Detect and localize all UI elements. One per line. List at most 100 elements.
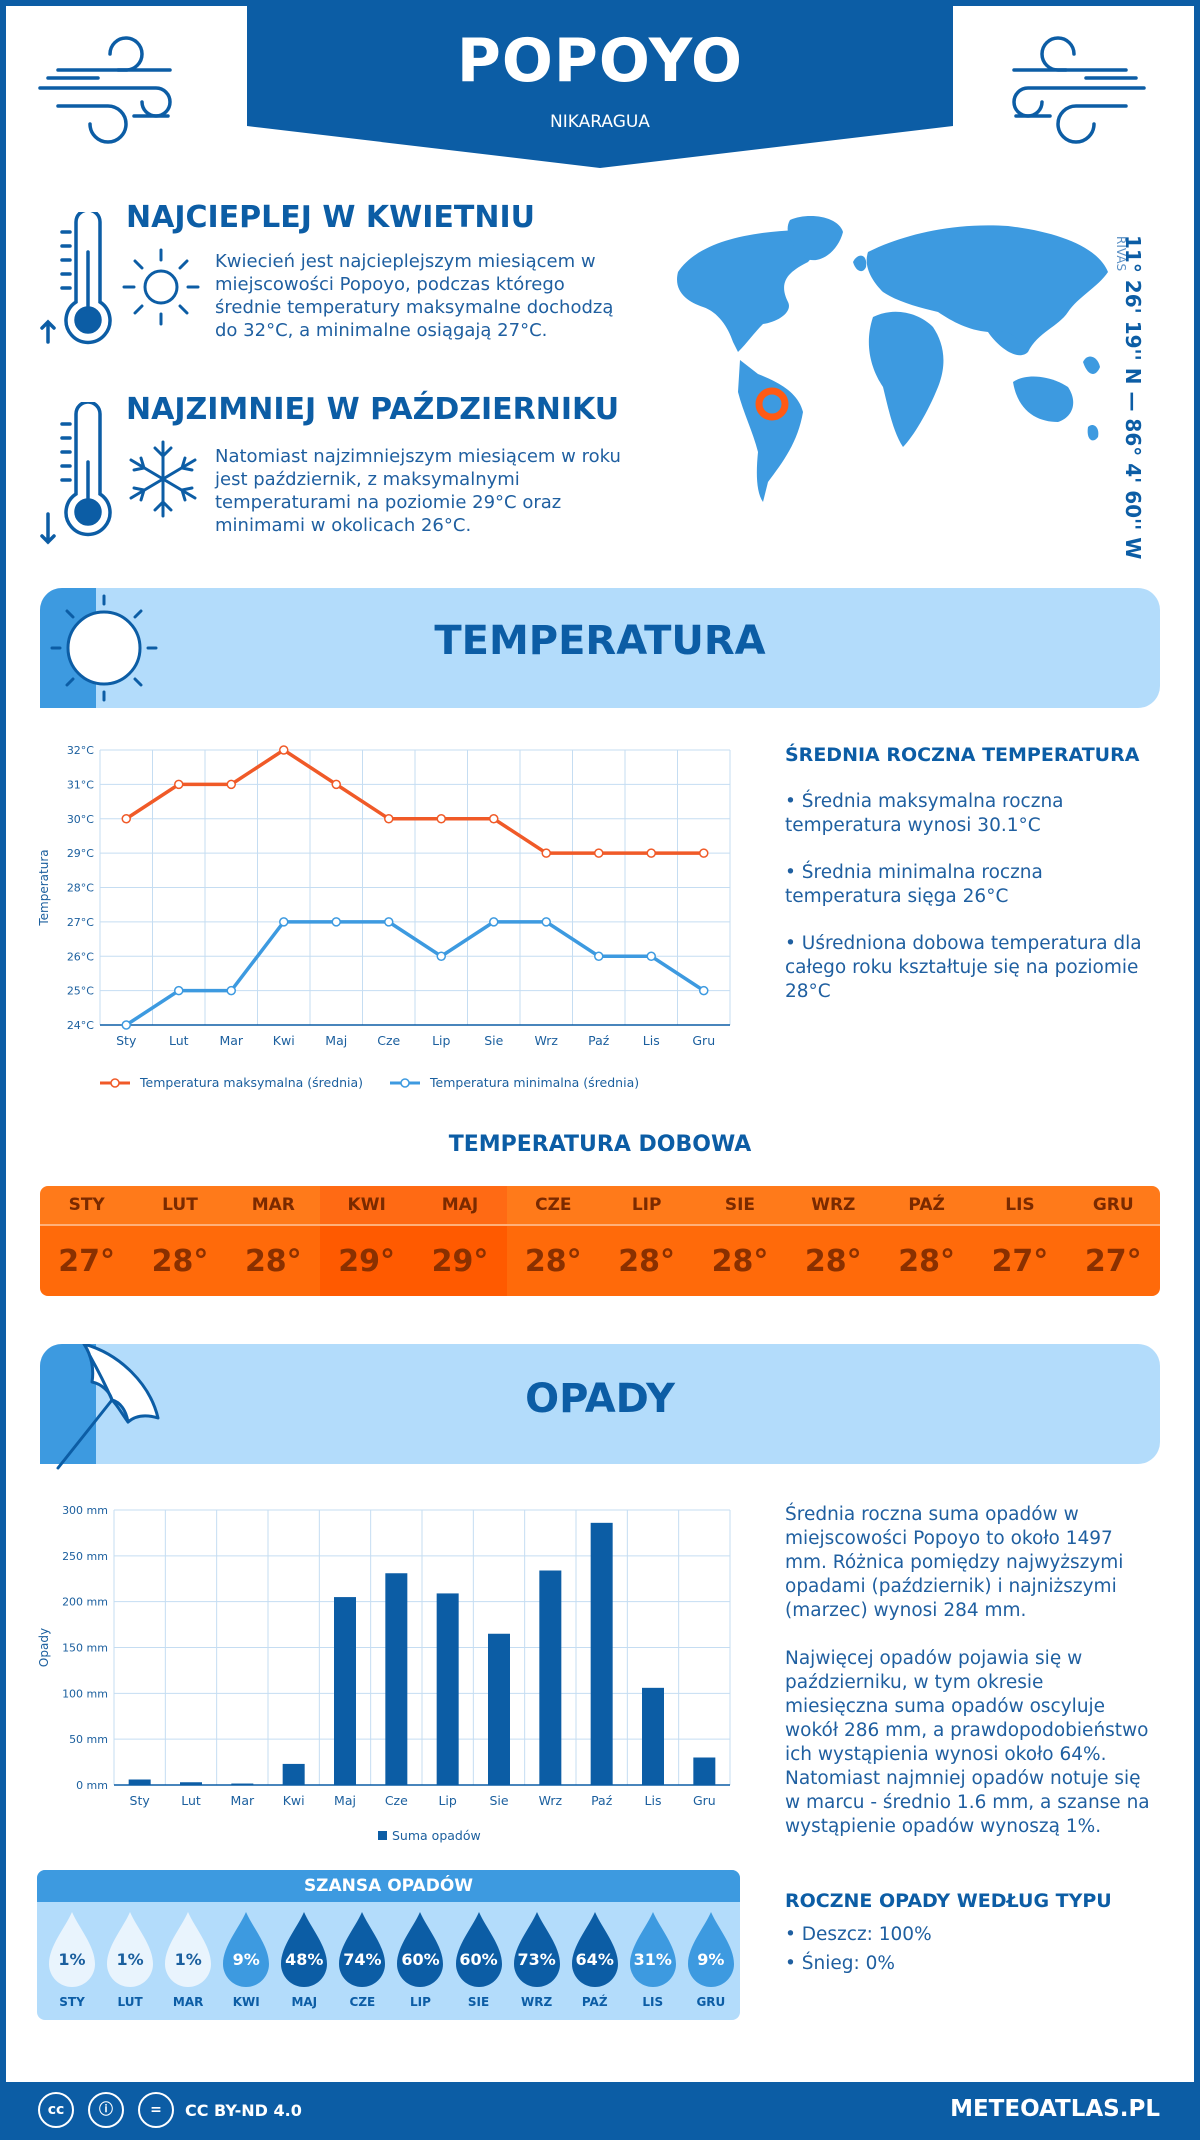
daily-temp-cell: MAJ 29° (413, 1186, 507, 1296)
x-tick-label: Sie (484, 1033, 503, 1048)
data-point (279, 917, 289, 927)
precip-summary: Średnia roczna suma opadów w miejscowośc… (785, 1504, 1124, 1621)
daily-temp-value: 27° (1066, 1226, 1160, 1296)
data-point (436, 814, 446, 824)
legend-label: Temperatura minimalna (średnia) (429, 1075, 639, 1090)
precip-chance-drop: 31% LIS (624, 1902, 682, 2020)
legend-marker (400, 1078, 410, 1088)
x-tick-label: Mar (219, 1033, 243, 1048)
precip-chance-drop: 60% LIP (391, 1902, 449, 2020)
snowflake-icon (129, 440, 197, 518)
precip-chance-month: WRZ (521, 1995, 553, 2009)
bar (642, 1687, 664, 1785)
x-tick-label: Gru (692, 1033, 715, 1048)
daily-temp-month: STY (40, 1186, 134, 1226)
precip-chance-month: LIS (642, 1995, 664, 2009)
daily-temp-month: WRZ (786, 1186, 880, 1226)
y-tick-label: 250 mm (62, 1550, 108, 1563)
data-point (226, 779, 236, 790)
x-tick-label: Sty (116, 1033, 137, 1048)
y-tick-label: 150 mm (62, 1642, 108, 1655)
y-tick-label: 200 mm (62, 1596, 108, 1609)
annual-temp-max: • Średnia maksymalna roczna temperatura … (785, 791, 1064, 836)
daily-temp-title: TEMPERATURA DOBOWA (448, 1132, 752, 1157)
data-point (331, 917, 341, 927)
precip-chance-value: 60% (401, 1950, 440, 1969)
coordinates: 11° 26' 19'' N — 86° 4' 60'' W (1121, 235, 1145, 560)
daily-temp-value: 28° (693, 1226, 787, 1296)
coldest-text: Natomiast najzimniejszym miesiącem w rok… (215, 446, 621, 536)
data-point (384, 917, 394, 927)
daily-temp-value: 28° (786, 1226, 880, 1296)
data-point (226, 985, 236, 996)
precip-chance-drop: 1% LUT (101, 1902, 159, 2020)
precip-chance-month: LUT (117, 1995, 143, 2009)
temperature-chart: 24°C 25°C 26°C 27°C 28°C 29°C 30°C 31°C 32°C Sty L… (37, 744, 731, 1090)
x-tick-label: Kwi (273, 1033, 295, 1048)
data-point (436, 951, 446, 961)
x-tick-label: Mar (231, 1793, 255, 1808)
thermometer-up-icon (40, 212, 112, 345)
daily-temp-month: LIS (973, 1186, 1067, 1226)
raindrop-icon (455, 1912, 502, 1987)
precip-chance-drop: 60% SIE (450, 1902, 508, 2020)
bar (436, 1593, 459, 1785)
bar (693, 1757, 716, 1785)
data-point (541, 917, 551, 927)
daily-temp-cell: CZE 28° (506, 1186, 600, 1296)
precip-chance-value: 31% (633, 1950, 672, 1969)
data-point (121, 814, 131, 824)
daily-temp-cell: STY 27° (40, 1186, 134, 1296)
x-tick-label: Cze (377, 1033, 400, 1048)
precip-chance-month: LIP (410, 1995, 431, 2009)
data-point (121, 1020, 131, 1030)
x-tick-label: Sie (489, 1793, 508, 1808)
daily-temp-cell: GRU 27° (1066, 1186, 1160, 1296)
x-tick-label: Lut (181, 1793, 201, 1808)
y-tick-label: 32°C (67, 744, 94, 757)
annual-temp-min: • Średnia minimalna roczna temperatura s… (785, 862, 1043, 907)
precip-chance-drop: 48% MAJ (275, 1902, 333, 2020)
precip-chance-panel: SZANSA OPADÓW 1% STY 1% LUT 1% MAR 9% KWI 48% MAJ… (37, 1870, 740, 2020)
daily-temp-month: PAŹ (879, 1186, 974, 1226)
precip-chance-drop: 9% KWI (217, 1902, 275, 2020)
precip-chance-value: 60% (459, 1950, 498, 1969)
y-tick-label: 100 mm (62, 1687, 108, 1700)
site-link[interactable]: METEOATLAS.PL (950, 2096, 1160, 2122)
daily-temp-month: KWI (319, 1186, 414, 1226)
y-tick-label: 50 mm (69, 1733, 108, 1746)
bar (180, 1782, 202, 1785)
y-axis-label: Opady (37, 1628, 51, 1667)
bar (231, 1783, 254, 1785)
precip-chance-month: STY (59, 1995, 85, 2009)
raindrop-icon (339, 1912, 386, 1987)
y-tick-label: 28°C (67, 882, 94, 895)
footer-bar (0, 2082, 1200, 2140)
daily-temp-value: 28° (879, 1226, 974, 1296)
x-tick-label: Maj (325, 1033, 347, 1048)
daily-temp-value: 28° (226, 1226, 320, 1296)
umbrella-rain-icon (40, 1344, 160, 1470)
data-point (699, 848, 709, 858)
raindrop-icon (629, 1912, 676, 1987)
data-point (489, 814, 499, 824)
daily-temp-month: CZE (506, 1186, 600, 1226)
data-point (646, 951, 656, 961)
thermometer-down-icon (40, 402, 112, 545)
y-tick-label: 31°C (67, 778, 94, 791)
bar (128, 1779, 151, 1785)
region-label: RIVAS (1114, 236, 1128, 272)
wind-icon (38, 36, 172, 144)
x-tick-label: Paź (588, 1033, 610, 1048)
precip-chance-drop: 64% PAŹ (566, 1902, 624, 2020)
page-title: POPOYO (456, 26, 744, 96)
attribution-icon: ⓘ (88, 2092, 124, 2128)
series-line (125, 747, 704, 855)
raindrop-icon (687, 1912, 734, 1987)
precip-chance-value: 73% (517, 1950, 556, 1969)
x-tick-label: Sty (130, 1793, 151, 1808)
daily-temp-month: SIE (693, 1186, 787, 1226)
x-tick-label: Wrz (539, 1793, 563, 1808)
daily-temp-cell: PAŹ 28° (879, 1186, 974, 1296)
precip-chance-month: MAJ (291, 1995, 318, 2009)
